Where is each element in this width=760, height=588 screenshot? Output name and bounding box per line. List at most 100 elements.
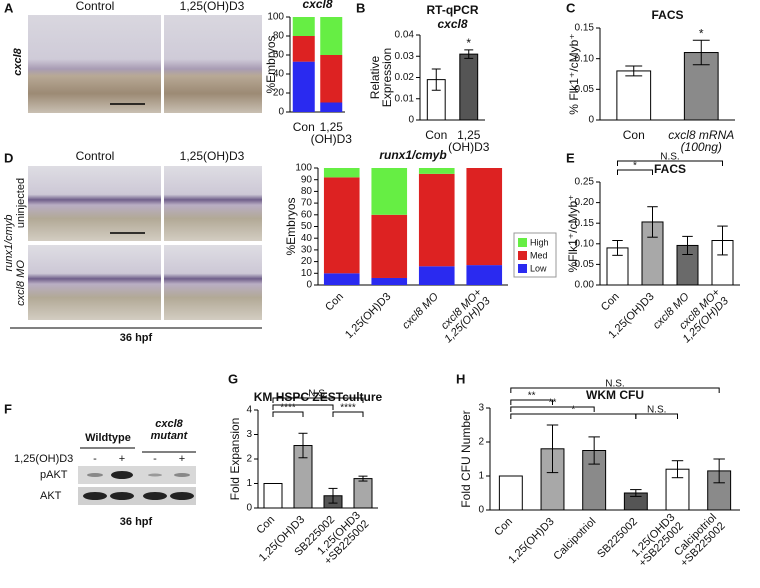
significance: N.S. — [660, 152, 679, 163]
significance: * — [633, 161, 637, 172]
panel-label: H — [456, 371, 465, 386]
blot-band — [148, 473, 162, 477]
blot-band — [170, 492, 194, 500]
stage-label: 36 hpf — [120, 332, 153, 344]
row-label: AKT — [40, 490, 62, 502]
y-tick-label: 0 — [408, 115, 414, 126]
y-tick-label: 3 — [246, 429, 252, 440]
sign: + — [179, 453, 185, 465]
bracket — [510, 387, 720, 393]
chart-title: KM HSPC ZESTculture — [254, 390, 383, 404]
significance: * — [699, 26, 704, 40]
legend-swatch — [518, 238, 527, 247]
chart-title: cxcl8 — [302, 0, 332, 11]
y-tick-label: 0.15 — [575, 23, 595, 34]
x-tick-label: cxcl8 MO — [400, 290, 441, 331]
micrograph — [164, 15, 262, 113]
x-tick-label: 1,25(OHD3+SB225002 — [314, 509, 372, 567]
bar-segment — [320, 17, 343, 55]
bar-segment — [323, 177, 360, 274]
bracket — [617, 160, 723, 166]
micrograph — [28, 166, 161, 241]
legend-swatch — [518, 251, 527, 260]
chart-title: RT-qPCR — [427, 3, 479, 17]
column-label: Control — [76, 149, 115, 163]
panel-label: B — [356, 0, 365, 15]
treatment-label: 1,25(OH)D3 — [14, 453, 73, 465]
y-tick-label: 0 — [278, 107, 284, 118]
panel-label: F — [4, 401, 12, 416]
column-label: Control — [76, 0, 115, 13]
y-tick-label: 100 — [267, 12, 284, 23]
bar-segment — [466, 265, 503, 285]
panel-label: A — [4, 0, 14, 15]
y-tick-label: 30 — [301, 245, 313, 256]
bar — [263, 483, 283, 509]
bracket — [272, 404, 334, 410]
row-label: uninjected — [15, 178, 27, 228]
micrograph — [164, 245, 262, 320]
bracket — [332, 411, 364, 417]
row-label: cxcl8 MO — [15, 260, 27, 306]
y-axis-label: %Embryos — [284, 197, 298, 255]
significance: ** — [528, 391, 536, 402]
x-tick-label: Con — [492, 516, 515, 539]
x-tick-label: Con — [323, 291, 346, 314]
significance: N.S. — [308, 389, 327, 400]
y-tick-label: 1 — [478, 471, 484, 482]
y-axis-label: %Flk1⁺/cMyb⁺ — [566, 194, 580, 272]
y-tick-label: 0.03 — [395, 51, 415, 62]
y-tick-label: 50 — [301, 221, 313, 232]
legend-label: High — [530, 237, 549, 247]
blot-band — [87, 473, 103, 477]
stage-label: 36 hpf — [120, 516, 153, 528]
y-tick-label: 100 — [295, 163, 312, 174]
micrograph — [28, 15, 161, 113]
y-tick-label: 90 — [301, 174, 313, 185]
y-tick-label: 0.04 — [395, 30, 415, 41]
significance: * — [301, 396, 305, 407]
bar — [498, 475, 523, 511]
bar — [616, 70, 652, 121]
x-tick-label: Calcipotriol — [551, 516, 598, 563]
panel-label: E — [566, 150, 575, 165]
y-tick-label: 70 — [301, 198, 313, 209]
chart-title: WKM CFU — [586, 388, 644, 402]
significance: **** — [340, 403, 356, 414]
panel-label: D — [4, 150, 13, 165]
bracket — [272, 397, 364, 403]
significance: **** — [280, 403, 296, 414]
gene-label: runx1/cmyb — [3, 215, 15, 272]
y-tick-label: 0.10 — [575, 53, 595, 64]
y-tick-label: 4 — [246, 405, 252, 416]
x-tick-label: Con — [293, 120, 315, 134]
y-tick-label: 0.15 — [575, 218, 595, 229]
y-tick-label: 60 — [273, 50, 285, 61]
y-tick-label: 2 — [478, 437, 484, 448]
bracket — [510, 406, 595, 412]
x-tick-label: cxcl8 mRNA (100ng) — [668, 128, 734, 154]
y-tick-label: 0 — [246, 503, 252, 514]
y-tick-label: 1 — [246, 478, 252, 489]
significance: N.S. — [605, 379, 624, 390]
y-tick-label: 10 — [301, 268, 313, 279]
y-tick-label: 0.02 — [395, 72, 415, 83]
chart-title: FACS — [654, 162, 686, 176]
row-label: pAKT — [40, 469, 68, 481]
blot-strip — [78, 466, 196, 484]
y-axis-label: Fold Expansion — [228, 418, 242, 501]
y-tick-label: 0 — [306, 280, 312, 291]
y-tick-label: 80 — [273, 31, 285, 42]
blot-strip — [78, 487, 196, 505]
micrograph — [164, 166, 262, 241]
legend-label: Med — [530, 250, 548, 260]
bracket — [617, 169, 653, 175]
sign: - — [153, 453, 157, 465]
chart-title: runx1/cmyb — [379, 148, 446, 162]
micrograph — [28, 245, 161, 320]
legend-label: Low — [530, 263, 547, 273]
bar-segment — [371, 168, 408, 215]
significance: ** — [549, 398, 557, 409]
significance: * — [571, 405, 575, 416]
